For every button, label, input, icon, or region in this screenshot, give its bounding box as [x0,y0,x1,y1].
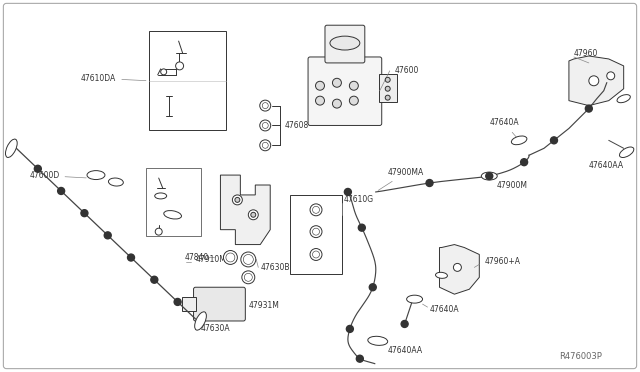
Text: 47630A: 47630A [200,324,230,333]
Bar [146,168,200,235]
Circle shape [262,142,268,148]
Ellipse shape [620,147,634,157]
Circle shape [520,159,527,166]
Circle shape [260,140,271,151]
Circle shape [486,173,493,180]
Circle shape [346,326,353,333]
Text: 47608: 47608 [284,121,308,130]
Circle shape [223,250,237,264]
Text: R476003P: R476003P [559,352,602,361]
Ellipse shape [617,94,630,103]
Bar [148,31,227,131]
Circle shape [349,81,358,90]
Ellipse shape [195,312,206,330]
Text: 47610G: 47610G [344,195,374,204]
Ellipse shape [435,272,447,278]
Circle shape [241,252,256,267]
Circle shape [226,253,235,262]
FancyBboxPatch shape [308,57,381,125]
Circle shape [356,355,364,362]
Circle shape [262,122,268,128]
Circle shape [174,298,181,305]
Ellipse shape [87,171,105,180]
Circle shape [35,165,42,172]
Circle shape [369,284,376,291]
Circle shape [312,206,319,213]
Circle shape [349,96,358,105]
Text: 47910M: 47910M [196,255,227,264]
Circle shape [161,69,166,75]
Circle shape [104,232,111,239]
Circle shape [453,263,461,271]
Circle shape [607,72,614,80]
Text: 47610DA: 47610DA [81,74,146,83]
Bar [290,195,342,274]
Ellipse shape [6,139,17,157]
Circle shape [58,187,65,195]
Polygon shape [569,56,623,106]
Text: 47600D: 47600D [29,171,86,180]
Ellipse shape [368,336,388,345]
Text: 47931M: 47931M [248,301,279,310]
Text: 47600: 47600 [395,66,419,76]
Circle shape [260,120,271,131]
Circle shape [242,271,255,284]
FancyBboxPatch shape [193,287,245,321]
Text: 47640AA: 47640AA [589,161,624,170]
Polygon shape [220,175,270,244]
Circle shape [156,228,162,235]
Circle shape [401,321,408,327]
Circle shape [385,95,390,100]
Circle shape [244,273,252,281]
Text: 47960+A: 47960+A [484,257,520,266]
Circle shape [260,100,271,111]
Circle shape [550,137,557,144]
Text: 47840: 47840 [184,253,209,262]
FancyBboxPatch shape [325,25,365,63]
Circle shape [235,198,240,202]
Circle shape [344,189,351,195]
Circle shape [316,81,324,90]
Ellipse shape [155,193,166,199]
Circle shape [358,224,365,231]
Circle shape [262,103,268,109]
Bar [182,297,196,311]
Circle shape [586,105,592,112]
Text: 47640A: 47640A [489,118,519,138]
Text: 47640AA: 47640AA [388,346,423,355]
Circle shape [310,226,322,238]
Circle shape [232,195,243,205]
Circle shape [151,276,158,283]
Circle shape [589,76,599,86]
Circle shape [332,78,341,87]
Ellipse shape [164,211,182,219]
Bar [379,74,397,102]
Ellipse shape [406,295,422,303]
Text: 47900MA: 47900MA [378,168,424,190]
Circle shape [312,251,319,258]
Circle shape [248,210,259,220]
Circle shape [310,204,322,216]
Circle shape [175,62,184,70]
Text: 47900M: 47900M [496,180,527,189]
Circle shape [332,99,341,108]
Circle shape [385,77,390,82]
Ellipse shape [108,178,124,186]
Circle shape [243,254,253,264]
Ellipse shape [330,36,360,50]
Circle shape [312,228,319,235]
Circle shape [426,180,433,186]
Circle shape [251,212,256,217]
Circle shape [310,248,322,260]
Circle shape [316,96,324,105]
Ellipse shape [481,172,497,180]
Circle shape [81,210,88,217]
Text: 47960: 47960 [574,48,598,58]
Circle shape [127,254,134,261]
Ellipse shape [511,136,527,145]
Circle shape [385,86,390,91]
Polygon shape [440,244,479,294]
Text: 47630B: 47630B [260,263,290,272]
Text: 47640A: 47640A [429,305,459,314]
